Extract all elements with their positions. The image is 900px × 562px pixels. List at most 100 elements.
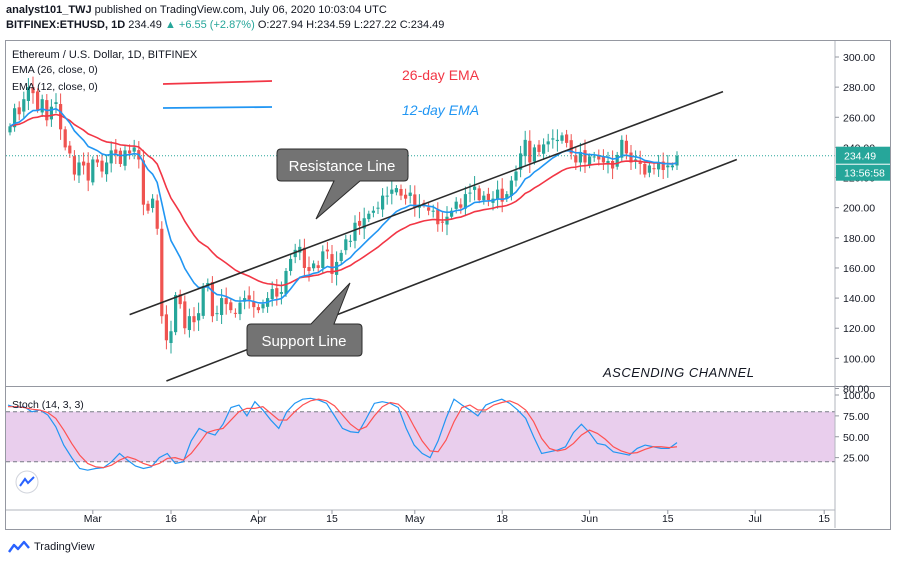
symbol-label: BITFINEX:ETHUSD, 1D [6,19,126,31]
candle-body [344,239,348,251]
candle-body [394,188,398,193]
publish-info: analyst101_TWJ published on TradingView.… [6,4,387,16]
candle-body [183,301,187,329]
price-pane [6,76,835,382]
candle-body [17,107,21,115]
candle-body [118,150,122,164]
candle-body [404,194,408,199]
stoch-tick-label: 25.00 [843,453,869,465]
candle-body [436,209,440,225]
price-tick-label: 200.00 [843,203,875,215]
time-tick-label: 15 [818,513,830,525]
stoch-tick-label: 100.00 [843,390,875,402]
candle-body [141,160,145,205]
candle-body [49,106,53,120]
stoch-tick-label: 50.00 [843,432,869,444]
candle-body [275,288,279,297]
candle-body [583,150,587,163]
candle-body [500,188,504,202]
price-tick-label: 120.00 [843,323,875,335]
stoch-pane [6,397,835,471]
price-tick-label: 80.00 [843,384,869,396]
candle-body [132,147,136,152]
candle-body [592,156,596,158]
candle-body [22,99,26,112]
candle-body [588,156,592,166]
stoch-k-line [7,397,678,471]
candle-body [224,298,228,305]
candle-body [597,155,601,160]
tradingview-brand: TradingView [34,541,95,553]
candle-body [339,252,343,262]
candle-body [229,302,233,311]
candle-body [335,261,339,275]
candle-body [210,282,214,317]
candle-body [657,162,661,170]
candle-body [555,139,559,142]
candle-body [63,129,67,148]
candle-body [532,147,536,162]
publish-details: published on TradingView.com, July 06, 2… [91,4,387,16]
ema26-key-line [162,80,273,85]
ema26-line [9,113,678,287]
time-tick-label: 15 [662,513,674,525]
candle-body [330,254,334,274]
candle-body [270,289,274,299]
countdown-badge [836,164,891,181]
ema12-legend: EMA (12, close, 0) [12,81,98,93]
candle-body [537,144,541,152]
candle-body [666,165,670,168]
candle-body [358,220,362,226]
candle-body [514,171,518,181]
candle-body [95,159,99,163]
pattern-label: ASCENDING CHANNEL [602,365,755,380]
candle-body [284,270,288,294]
price-tick-label: 100.00 [843,353,875,365]
candle-body [160,228,164,317]
tradingview-footer[interactable]: TradingView [8,540,95,554]
candle-body [178,294,182,305]
candle-body [454,201,458,209]
candle-body [542,144,546,154]
candle-body [13,108,17,128]
candle-body [482,195,486,201]
candle-body [523,139,527,157]
candle-body [59,104,63,130]
candle-body [546,141,550,145]
candle-body [321,251,325,268]
chart-frame [5,40,891,530]
candle-body [634,159,638,161]
ema26-annotation: 26-day EMA [402,67,480,83]
price-tick-label: 160.00 [843,263,875,275]
price-tick-label: 180.00 [843,233,875,245]
price-tick-label: 260.00 [843,112,875,124]
candle-body [100,160,104,172]
candle-body [629,152,633,163]
candle-body [615,154,619,167]
candle-body [91,159,95,183]
candle-body [197,313,201,321]
time-tick-label: 18 [496,513,508,525]
candle-body [371,210,375,213]
price-change: +6.55 (+2.87%) [178,19,255,31]
candle-body [408,192,412,196]
time-tick-label: May [405,513,426,525]
candle-body [348,240,352,242]
last-price: 234.49 [128,19,162,31]
stoch-band [6,411,835,462]
candle-body [381,195,385,210]
candle-body [109,150,113,164]
candle-body [459,204,463,208]
candle-body [36,91,40,110]
candle-body [565,134,569,143]
last-price-badge-text: 234.49 [844,151,876,163]
candle-body [261,304,265,309]
chart-title: Ethereum / U.S. Dollar, 1D, BITFINEX [12,49,198,61]
candle-body [505,194,509,199]
candle-body [620,139,624,158]
candle-body [40,99,44,113]
publisher-name: analyst101_TWJ [6,4,92,16]
ohlc-header: BITFINEX:ETHUSD, 1D 234.49 ▲ +6.55 (+2.8… [6,19,444,31]
candle-body [289,258,293,271]
